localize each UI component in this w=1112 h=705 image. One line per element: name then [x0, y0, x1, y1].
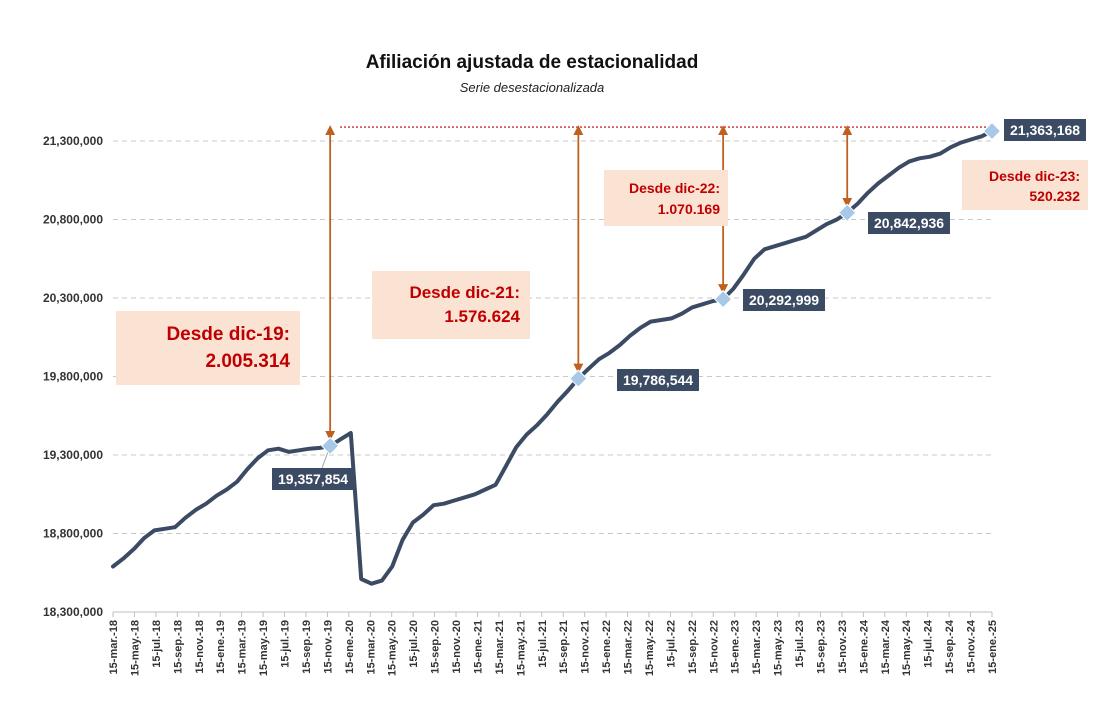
- chart-subtitle: Serie desestacionalizada: [459, 80, 605, 95]
- x-tick-label: 15-sep.-22: [687, 620, 699, 674]
- annotation-value: 520.232: [1029, 188, 1080, 204]
- x-tick-label: 15-mar.-21: [494, 620, 506, 674]
- annotation-box: Desde dic-23: 520.232: [962, 160, 1088, 210]
- x-tick-label: 15-mar.-24: [880, 619, 892, 674]
- data-point-marker: [569, 369, 588, 388]
- y-tick-label: 20,300,000: [43, 291, 103, 305]
- x-tick-label: 15-jul.-20: [408, 620, 420, 668]
- x-tick-label: 15-sep.-24: [944, 619, 956, 674]
- annotation-box: Desde dic-22: 1.070.169: [604, 170, 728, 226]
- x-tick-label: 15-jul.-21: [537, 620, 549, 668]
- annotation-value: 1.070.169: [657, 201, 720, 217]
- x-tick-label: 15-sep.-21: [558, 620, 570, 674]
- x-tick-label: 15-nov.-19: [322, 620, 334, 674]
- data-point-marker: [713, 289, 733, 309]
- annotation-label: Desde dic-19:: [166, 324, 290, 345]
- annotation-box: Desde dic-19: 2.005.314: [116, 311, 300, 385]
- x-tick-label: 15-mar.-18: [108, 620, 120, 674]
- x-tick-label: 15-sep.-18: [172, 620, 184, 674]
- x-tick-label: 15-sep.-19: [301, 620, 313, 674]
- x-tick-label: 15-jul.-23: [794, 620, 806, 668]
- y-tick-label: 19,800,000: [43, 370, 103, 384]
- data-label: 19,357,854: [272, 468, 355, 490]
- x-tick-label: 15-may.-20: [387, 620, 399, 676]
- data-label: 20,842,936: [868, 212, 951, 234]
- x-tick-label: 15-sep.-23: [815, 620, 827, 674]
- x-tick-label: 15-mar.-19: [237, 620, 249, 674]
- data-point-marker: [982, 121, 1002, 141]
- y-tick-label: 19,300,000: [43, 448, 103, 462]
- x-tick-label: 15-may.-24: [901, 619, 913, 676]
- x-tick-label: 15-nov.-20: [451, 620, 463, 674]
- x-tick-label: 15-nov.-18: [194, 620, 206, 674]
- data-point-marker: [838, 203, 857, 222]
- y-tick-label: 18,300,000: [43, 605, 103, 619]
- annotation-value: 2.005.314: [205, 351, 290, 372]
- x-tick-label: 15-nov.-24: [966, 619, 978, 673]
- x-tick-label: 15-nov.-22: [708, 620, 720, 674]
- x-tick-label: 15-nov.-21: [580, 620, 592, 674]
- x-tick-label: 15-mar.-20: [365, 620, 377, 674]
- x-tick-label: 15-ene.-20: [344, 620, 356, 674]
- x-tick-label: 15-sep.-20: [430, 620, 442, 674]
- x-tick-label: 15-jul.-19: [280, 620, 292, 668]
- x-tick-label: 15-nov.-23: [837, 620, 849, 674]
- annotation-label: Desde dic-21:: [409, 283, 520, 302]
- x-tick-label: 15-ene.-21: [472, 620, 484, 674]
- annotation-label: Desde dic-23:: [988, 168, 1080, 184]
- x-tick-label: 15-mar.-22: [623, 620, 635, 674]
- x-tick-label: 15-mar.-23: [751, 620, 763, 674]
- x-tick-label: 15-may.-19: [258, 620, 270, 676]
- data-label: 20,292,999: [743, 289, 826, 311]
- data-label: 19,786,544: [617, 369, 700, 391]
- x-tick-label: 15-may.-18: [129, 620, 141, 676]
- y-tick-label: 18,800,000: [43, 527, 103, 541]
- x-tick-label: 15-jul.-24: [923, 619, 935, 668]
- x-tick-label: 15-jul.-22: [665, 620, 677, 668]
- x-tick-label: 15-may.-23: [773, 620, 785, 676]
- data-point-marker: [320, 436, 340, 456]
- x-tick-label: 15-ene.-22: [601, 620, 613, 674]
- x-tick-label: 15-jul.-18: [151, 620, 163, 668]
- x-tick-label: 15-ene.-19: [215, 620, 227, 674]
- annotation-value: 1.576.624: [444, 307, 520, 326]
- annotation-box: Desde dic-21: 1.576.624: [372, 271, 530, 339]
- x-tick-label: 15-ene.-25: [987, 620, 999, 674]
- chart-title: Afiliación ajustada de estacionalidad: [365, 52, 699, 73]
- y-tick-label: 21,300,000: [43, 134, 103, 148]
- x-tick-label: 15-ene.-24: [858, 619, 870, 674]
- data-label: 21,363,168: [1004, 119, 1087, 141]
- y-tick-label: 20,800,000: [43, 213, 103, 227]
- x-tick-label: 15-may.-21: [515, 620, 527, 676]
- annotation-label: Desde dic-22:: [628, 180, 720, 196]
- x-tick-label: 15-may.-22: [644, 620, 656, 676]
- x-tick-label: 15-ene.-23: [730, 620, 742, 674]
